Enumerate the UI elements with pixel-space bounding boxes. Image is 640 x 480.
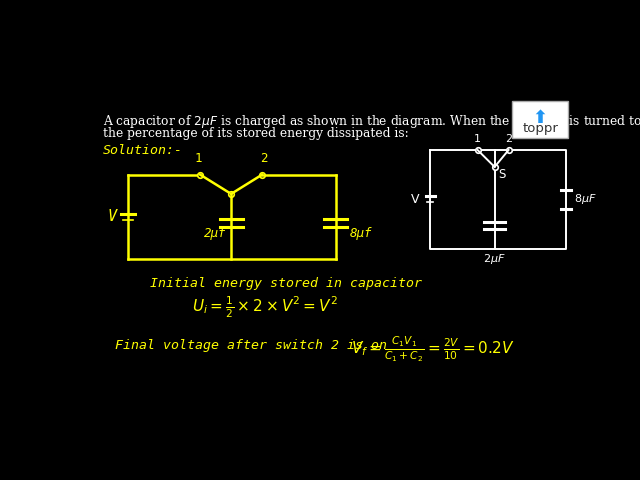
Text: A capacitor of $2\mu F$ is charged as shown in the diagram. When the switch $S$ : A capacitor of $2\mu F$ is charged as sh… <box>103 113 640 130</box>
Text: S: S <box>499 168 506 181</box>
Text: V: V <box>108 209 117 225</box>
Text: 8µf: 8µf <box>349 227 372 240</box>
Bar <box>513 101 568 138</box>
Text: 2µf: 2µf <box>204 227 227 240</box>
Text: 2: 2 <box>260 153 268 166</box>
Text: $V_f = \frac{C_1V_1}{C_1+C_2} = \frac{2V}{10} = 0.2V$: $V_f = \frac{C_1V_1}{C_1+C_2} = \frac{2V… <box>351 335 515 364</box>
Text: $2\mu F$: $2\mu F$ <box>483 252 506 266</box>
Text: the percentage of its stored energy dissipated is:: the percentage of its stored energy diss… <box>103 127 409 140</box>
Text: Initial energy stored in capacitor: Initial energy stored in capacitor <box>150 277 422 290</box>
Text: V: V <box>411 193 419 206</box>
Text: 1: 1 <box>195 153 202 166</box>
Text: 1: 1 <box>474 134 481 144</box>
Text: 2: 2 <box>505 134 512 144</box>
Text: $8\mu F$: $8\mu F$ <box>573 192 596 206</box>
Text: Final voltage after switch 2 is on: Final voltage after switch 2 is on <box>115 339 387 352</box>
Text: ⬆: ⬆ <box>532 109 548 127</box>
Text: $U_i = \frac{1}{2} \times 2 \times V^2 = V^2$: $U_i = \frac{1}{2} \times 2 \times V^2 =… <box>193 295 339 320</box>
Text: toppr: toppr <box>522 122 558 135</box>
Text: Solution:-: Solution:- <box>103 144 183 157</box>
